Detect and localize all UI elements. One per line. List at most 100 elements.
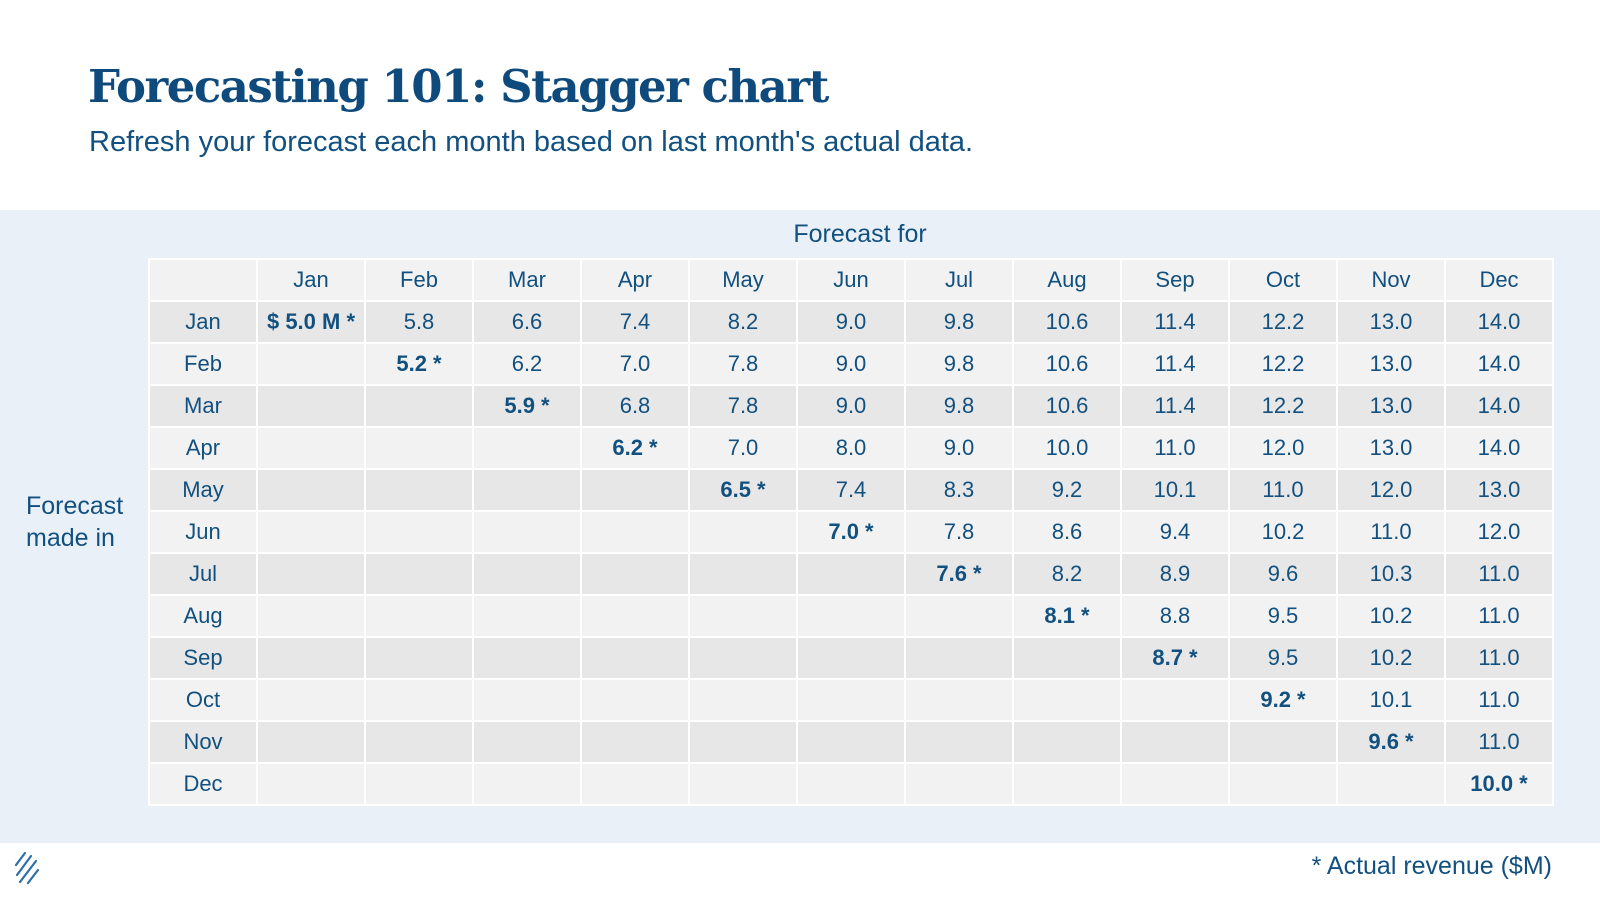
table-row: Jul 7.6 * 8.2 8.9 9.6 10.3 11.0 bbox=[148, 552, 1554, 596]
footnote: * Actual revenue ($M) bbox=[1311, 852, 1552, 880]
row-axis-label-line1: Forecast bbox=[26, 492, 124, 520]
forecast-value-cell: 13.0 bbox=[1444, 468, 1554, 512]
empty-cell bbox=[1120, 678, 1230, 722]
forecast-value-cell: 11.0 bbox=[1444, 552, 1554, 596]
table-row: Jan $ 5.0 M * 5.8 6.6 7.4 8.2 9.0 9.8 10.6 11.4 12… bbox=[148, 300, 1554, 344]
empty-cell bbox=[796, 552, 906, 596]
actual-value-cell: 9.2 * bbox=[1228, 678, 1338, 722]
forecast-value-cell: 8.0 bbox=[796, 426, 906, 470]
empty-cell bbox=[364, 762, 474, 806]
empty-cell bbox=[580, 552, 690, 596]
empty-cell bbox=[1012, 762, 1122, 806]
empty-cell bbox=[256, 636, 366, 680]
empty-cell bbox=[688, 678, 798, 722]
actual-value-cell: 10.0 * bbox=[1444, 762, 1554, 806]
empty-cell bbox=[364, 552, 474, 596]
empty-cell bbox=[1012, 678, 1122, 722]
row-header-oct: Oct bbox=[148, 678, 258, 722]
empty-cell bbox=[580, 510, 690, 554]
empty-cell bbox=[580, 636, 690, 680]
table-row: Dec 10.0 * bbox=[148, 762, 1554, 806]
empty-cell bbox=[364, 384, 474, 428]
forecast-value-cell: 13.0 bbox=[1336, 384, 1446, 428]
forecast-value-cell: 10.6 bbox=[1012, 300, 1122, 344]
forecast-value-cell: 9.8 bbox=[904, 384, 1014, 428]
forecast-value-cell: 9.5 bbox=[1228, 594, 1338, 638]
empty-cell bbox=[256, 678, 366, 722]
forecast-value-cell: 9.2 bbox=[1012, 468, 1122, 512]
empty-cell bbox=[364, 720, 474, 764]
forecast-value-cell: 9.0 bbox=[904, 426, 1014, 470]
column-header-may: May bbox=[688, 258, 798, 302]
column-header-jul: Jul bbox=[904, 258, 1014, 302]
table-body: Jan $ 5.0 M * 5.8 6.6 7.4 8.2 9.0 9.8 10.6 11.4 12… bbox=[148, 300, 1554, 806]
column-header-sep: Sep bbox=[1120, 258, 1230, 302]
forecast-value-cell: 11.0 bbox=[1444, 636, 1554, 680]
column-header-aug: Aug bbox=[1012, 258, 1122, 302]
empty-cell bbox=[580, 594, 690, 638]
column-header-mar: Mar bbox=[472, 258, 582, 302]
empty-cell bbox=[364, 636, 474, 680]
empty-cell bbox=[1228, 762, 1338, 806]
forecast-value-cell: 7.8 bbox=[688, 342, 798, 386]
forecast-value-cell: 10.3 bbox=[1336, 552, 1446, 596]
column-header-feb: Feb bbox=[364, 258, 474, 302]
row-header-dec: Dec bbox=[148, 762, 258, 806]
forecast-value-cell: 10.2 bbox=[1336, 636, 1446, 680]
column-header-oct: Oct bbox=[1228, 258, 1338, 302]
forecast-value-cell: 11.0 bbox=[1444, 720, 1554, 764]
column-header-nov: Nov bbox=[1336, 258, 1446, 302]
forecast-value-cell: 11.0 bbox=[1120, 426, 1230, 470]
forecast-value-cell: 13.0 bbox=[1336, 300, 1446, 344]
empty-cell bbox=[256, 426, 366, 470]
row-header-jan: Jan bbox=[148, 300, 258, 344]
actual-value-cell: 6.2 * bbox=[580, 426, 690, 470]
forecast-value-cell: 10.2 bbox=[1228, 510, 1338, 554]
empty-cell bbox=[904, 636, 1014, 680]
forecast-value-cell: 10.1 bbox=[1336, 678, 1446, 722]
row-header-nov: Nov bbox=[148, 720, 258, 764]
empty-cell bbox=[472, 678, 582, 722]
forecast-value-cell: 6.8 bbox=[580, 384, 690, 428]
empty-cell bbox=[688, 510, 798, 554]
row-header-feb: Feb bbox=[148, 342, 258, 386]
table-row: Feb 5.2 * 6.2 7.0 7.8 9.0 9.8 10.6 11.4 12.2 13.0 1… bbox=[148, 342, 1554, 386]
actual-value-cell: 6.5 * bbox=[688, 468, 798, 512]
forecast-value-cell: 13.0 bbox=[1336, 426, 1446, 470]
stagger-table: Jan Feb Mar Apr May Jun Jul Aug Sep Oct Nov Dec Jan… bbox=[148, 258, 1554, 806]
empty-cell bbox=[256, 594, 366, 638]
forecast-value-cell: 11.0 bbox=[1228, 468, 1338, 512]
empty-cell bbox=[904, 720, 1014, 764]
forecast-value-cell: 11.0 bbox=[1444, 594, 1554, 638]
forecast-value-cell: 11.4 bbox=[1120, 300, 1230, 344]
actual-value-cell: 5.9 * bbox=[472, 384, 582, 428]
actual-value-cell: $ 5.0 M * bbox=[256, 300, 366, 344]
column-axis-label: Forecast for bbox=[793, 220, 927, 248]
column-header-jun: Jun bbox=[796, 258, 906, 302]
empty-cell bbox=[256, 384, 366, 428]
empty-cell bbox=[364, 594, 474, 638]
empty-cell bbox=[580, 762, 690, 806]
forecast-value-cell: 9.6 bbox=[1228, 552, 1338, 596]
forecast-value-cell: 14.0 bbox=[1444, 300, 1554, 344]
table-header-row: Jan Feb Mar Apr May Jun Jul Aug Sep Oct Nov Dec bbox=[148, 258, 1554, 302]
actual-value-cell: 7.6 * bbox=[904, 552, 1014, 596]
forecast-value-cell: 8.8 bbox=[1120, 594, 1230, 638]
row-header-jun: Jun bbox=[148, 510, 258, 554]
table-row: May 6.5 * 7.4 8.3 9.2 10.1 11.0 12.0 13.0 bbox=[148, 468, 1554, 512]
row-header-aug: Aug bbox=[148, 594, 258, 638]
empty-cell bbox=[580, 468, 690, 512]
empty-cell bbox=[1012, 636, 1122, 680]
forecast-value-cell: 11.0 bbox=[1444, 678, 1554, 722]
row-header-apr: Apr bbox=[148, 426, 258, 470]
table-corner-cell bbox=[148, 258, 258, 302]
empty-cell bbox=[688, 552, 798, 596]
table-row: Jun 7.0 * 7.8 8.6 9.4 10.2 11.0 12.0 bbox=[148, 510, 1554, 554]
empty-cell bbox=[1120, 762, 1230, 806]
forecast-value-cell: 7.8 bbox=[688, 384, 798, 428]
empty-cell bbox=[364, 678, 474, 722]
forecast-value-cell: 7.0 bbox=[580, 342, 690, 386]
empty-cell bbox=[688, 636, 798, 680]
empty-cell bbox=[364, 510, 474, 554]
column-header-dec: Dec bbox=[1444, 258, 1554, 302]
